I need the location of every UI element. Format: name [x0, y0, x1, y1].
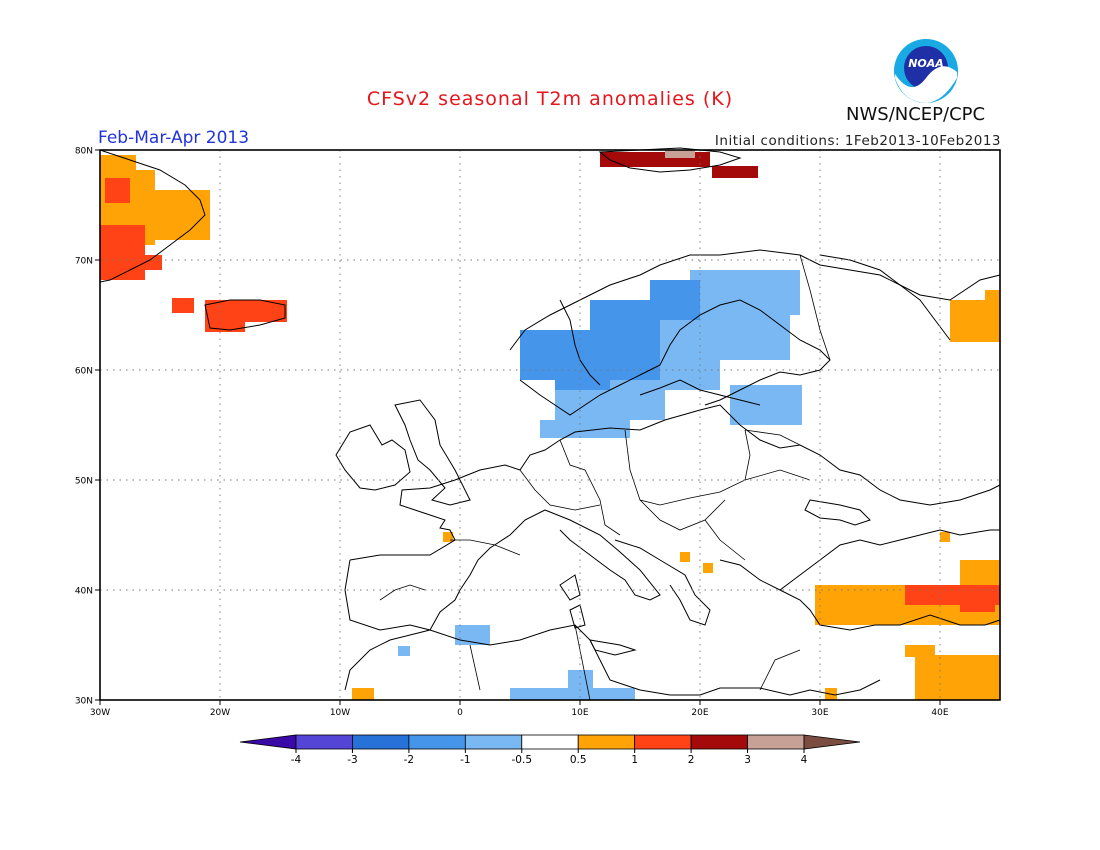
colorbar-max-arrow [803, 734, 861, 750]
lon-label: 10E [571, 708, 588, 718]
lon-label: 30W [90, 708, 110, 718]
colorbar-min-arrow [239, 734, 297, 750]
lon-label: 30E [811, 708, 828, 718]
lat-label: 40N [75, 587, 93, 597]
colorbar-label: -0.5 [512, 754, 533, 766]
colorbar-label: -2 [404, 754, 414, 766]
noaa-logo-text: NOAA [908, 57, 944, 70]
lon-label: 10W [330, 708, 350, 718]
lon-label: 0 [457, 708, 463, 718]
lon-label: 20E [691, 708, 708, 718]
colorbar-label: -1 [460, 754, 470, 766]
lon-label: 40E [931, 708, 948, 718]
lat-label: 80N [75, 147, 93, 157]
agency-label: NWS/NCEP/CPC [846, 104, 986, 125]
map-title: CFSv2 seasonal T2m anomalies (K) [366, 88, 734, 110]
lat-label: 50N [75, 477, 93, 487]
colorbar-bin [521, 734, 579, 750]
lat-label: 60N [75, 367, 93, 377]
colorbar-bin [295, 734, 353, 750]
colorbar: -4 -3 -2 -1 -0.5 0.5 1 2 3 4 [239, 734, 861, 766]
lat-label: 70N [75, 257, 93, 267]
map-frame [99, 149, 1001, 701]
map-grid [100, 150, 1000, 700]
anomaly-cells [100, 150, 1000, 700]
colorbar-label: 3 [744, 754, 751, 766]
colorbar-bin [634, 734, 692, 750]
colorbar-label: 4 [801, 754, 808, 766]
colorbar-bin [690, 734, 748, 750]
colorbar-bin [577, 734, 636, 750]
noaa-logo-icon: NOAA [894, 39, 958, 103]
colorbar-label: 0.5 [570, 754, 587, 766]
initial-conditions: Initial conditions: 1Feb2013-10Feb2013 [714, 133, 1001, 149]
colorbar-label: -4 [291, 754, 302, 766]
colorbar-bin [464, 734, 523, 750]
axis-labels: 30N 40N 50N 60N 70N 80N 30W 20W 10W 0 10E 20E 30E 40E [75, 147, 949, 719]
colorbar-bin [408, 734, 466, 750]
colorbar-bin [747, 734, 805, 750]
lon-label: 20W [210, 708, 230, 718]
colorbar-label: 1 [631, 754, 638, 766]
lat-label: 30N [75, 697, 93, 707]
colorbar-bin [352, 734, 410, 750]
colorbar-label: 2 [688, 754, 695, 766]
colorbar-label: -3 [347, 754, 357, 766]
forecast-period: Feb-Mar-Apr 2013 [98, 128, 250, 148]
